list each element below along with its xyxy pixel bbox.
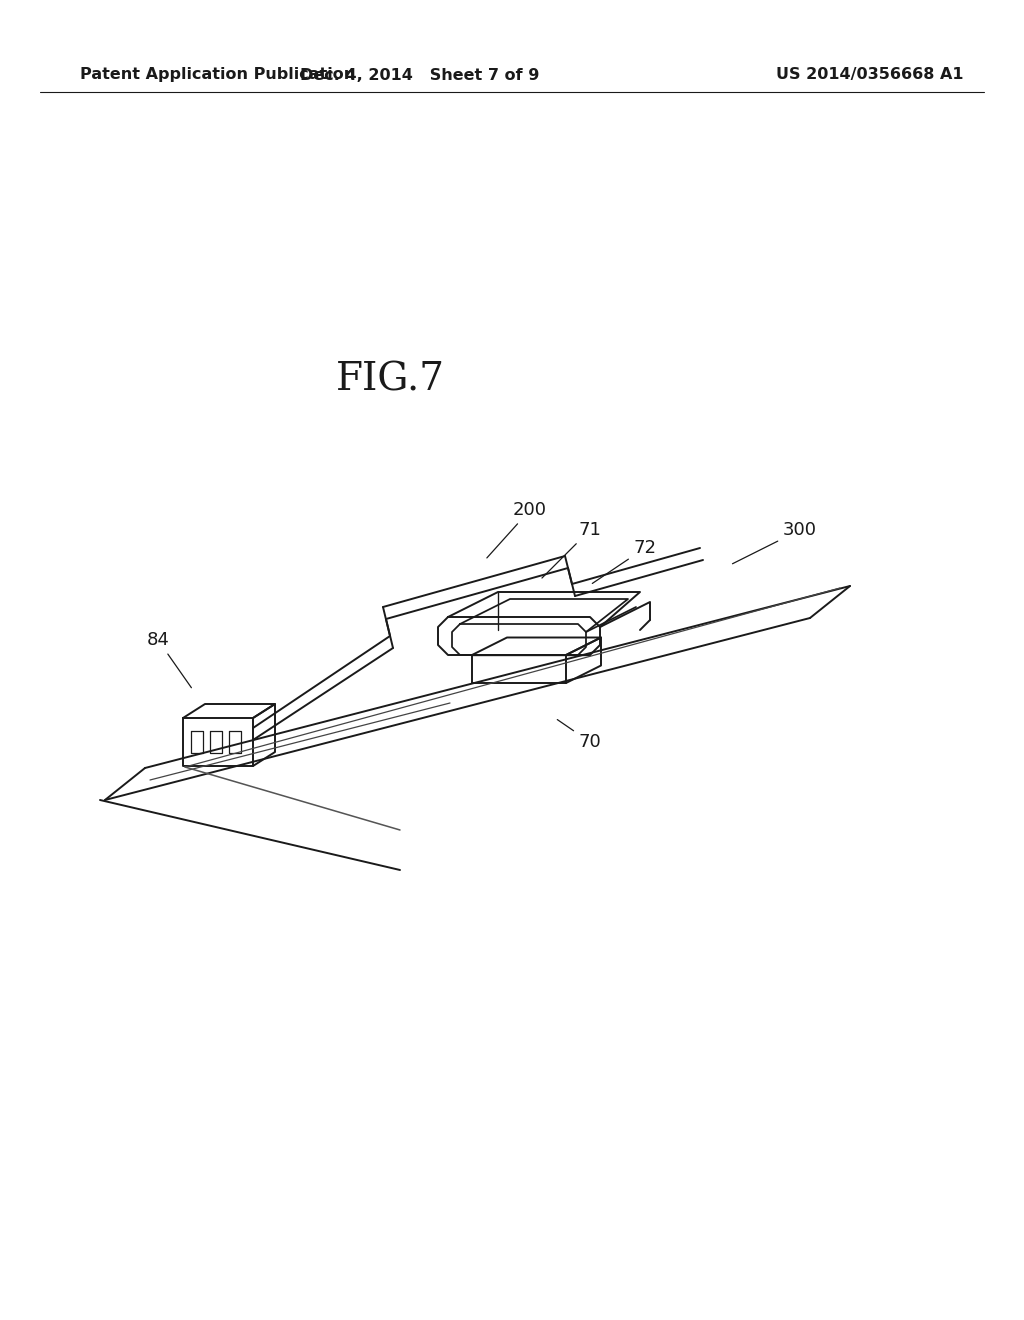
Text: 70: 70: [557, 719, 601, 751]
Text: 84: 84: [146, 631, 191, 688]
Text: Patent Application Publication: Patent Application Publication: [80, 67, 355, 82]
Text: US 2014/0356668 A1: US 2014/0356668 A1: [776, 67, 964, 82]
Text: 72: 72: [592, 539, 656, 583]
Text: 71: 71: [542, 521, 601, 578]
Text: 200: 200: [486, 502, 547, 558]
Text: 300: 300: [732, 521, 817, 564]
Text: Dec. 4, 2014   Sheet 7 of 9: Dec. 4, 2014 Sheet 7 of 9: [300, 67, 540, 82]
Text: FIG.7: FIG.7: [336, 362, 444, 399]
